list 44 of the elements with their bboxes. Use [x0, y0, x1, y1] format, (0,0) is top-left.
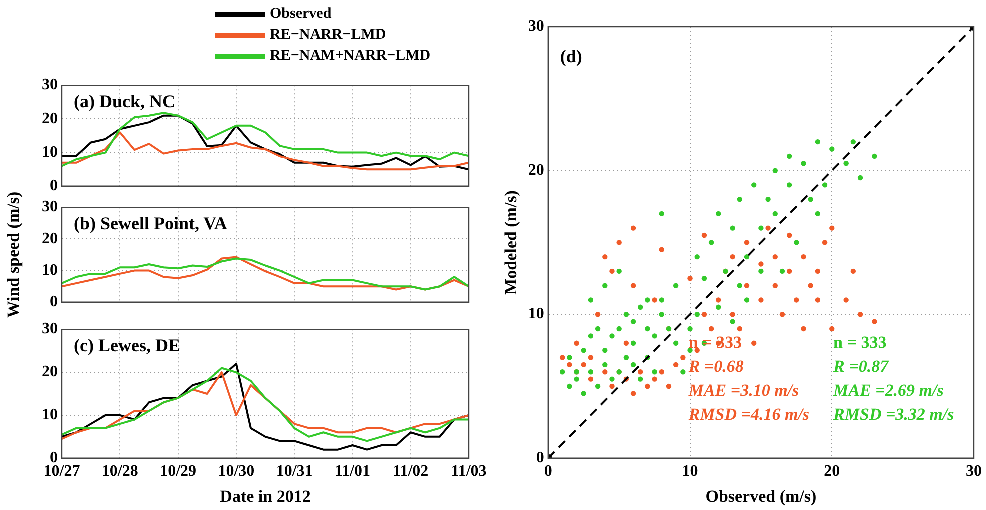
- y-tick-label: 20: [528, 162, 544, 179]
- y-axis-title: Modeled (m/s): [502, 190, 521, 295]
- y-tick-label: 10: [42, 406, 58, 424]
- x-tick-label: 10/31: [276, 463, 313, 480]
- annotation: MAE =3.10 m/s: [688, 380, 800, 402]
- y-tick-label: 30: [528, 18, 544, 36]
- y-tick-label: 10: [42, 262, 58, 279]
- y-tick-label: 20: [42, 230, 58, 248]
- y-tick-label: 20: [42, 110, 58, 128]
- y-tick-label: 30: [42, 76, 58, 94]
- legend-label: Observed: [270, 6, 332, 23]
- annotation: RMSD =3.32 m/s: [834, 404, 954, 426]
- x-tick-label: 10: [682, 463, 698, 480]
- legend-label: RE−NARR−LMD: [270, 27, 386, 44]
- y-tick-label: 0: [536, 450, 544, 467]
- legend-label: RE−NAM+NARR−LMD: [270, 48, 431, 65]
- x-tick-label: 11/01: [334, 463, 370, 480]
- annotation: MAE =2.69 m/s: [834, 380, 945, 402]
- y-tick-label: 10: [528, 306, 544, 323]
- chart-title: (b) Sewell Point, VA: [74, 213, 228, 234]
- x-axis-title: Date in 2012: [220, 487, 311, 506]
- chart-title: (a) Duck, NC: [74, 91, 176, 112]
- x-tick-label: 10/30: [218, 463, 255, 480]
- annotation: R =0.68: [688, 356, 745, 378]
- x-tick-label: 11/02: [393, 463, 429, 480]
- annotation: n = 333: [834, 332, 888, 354]
- y-tick-label: 30: [42, 320, 58, 338]
- y-tick-label: 20: [42, 364, 58, 381]
- text: (d): [560, 46, 582, 67]
- annotation: R =0.87: [834, 356, 890, 378]
- x-tick-label: 11/03: [451, 463, 487, 480]
- annotation: n = 333: [688, 332, 743, 354]
- x-tick-label: 30: [966, 463, 982, 480]
- x-axis-title: Observed (m/s): [706, 487, 817, 506]
- y-tick-label: 30: [42, 198, 58, 216]
- y-tick-label: 0: [50, 178, 58, 195]
- x-tick-label: 10/28: [102, 463, 138, 480]
- x-tick-label: 20: [824, 463, 840, 480]
- y-axis-title: Wind speed (m/s): [4, 192, 24, 318]
- x-tick-label: 10/29: [160, 463, 197, 480]
- annotation: RMSD =4.16 m/s: [688, 404, 810, 426]
- chart-title: (c) Lewes, DE: [74, 335, 180, 356]
- y-tick-label: 10: [42, 144, 58, 161]
- y-tick-label: 0: [50, 294, 58, 311]
